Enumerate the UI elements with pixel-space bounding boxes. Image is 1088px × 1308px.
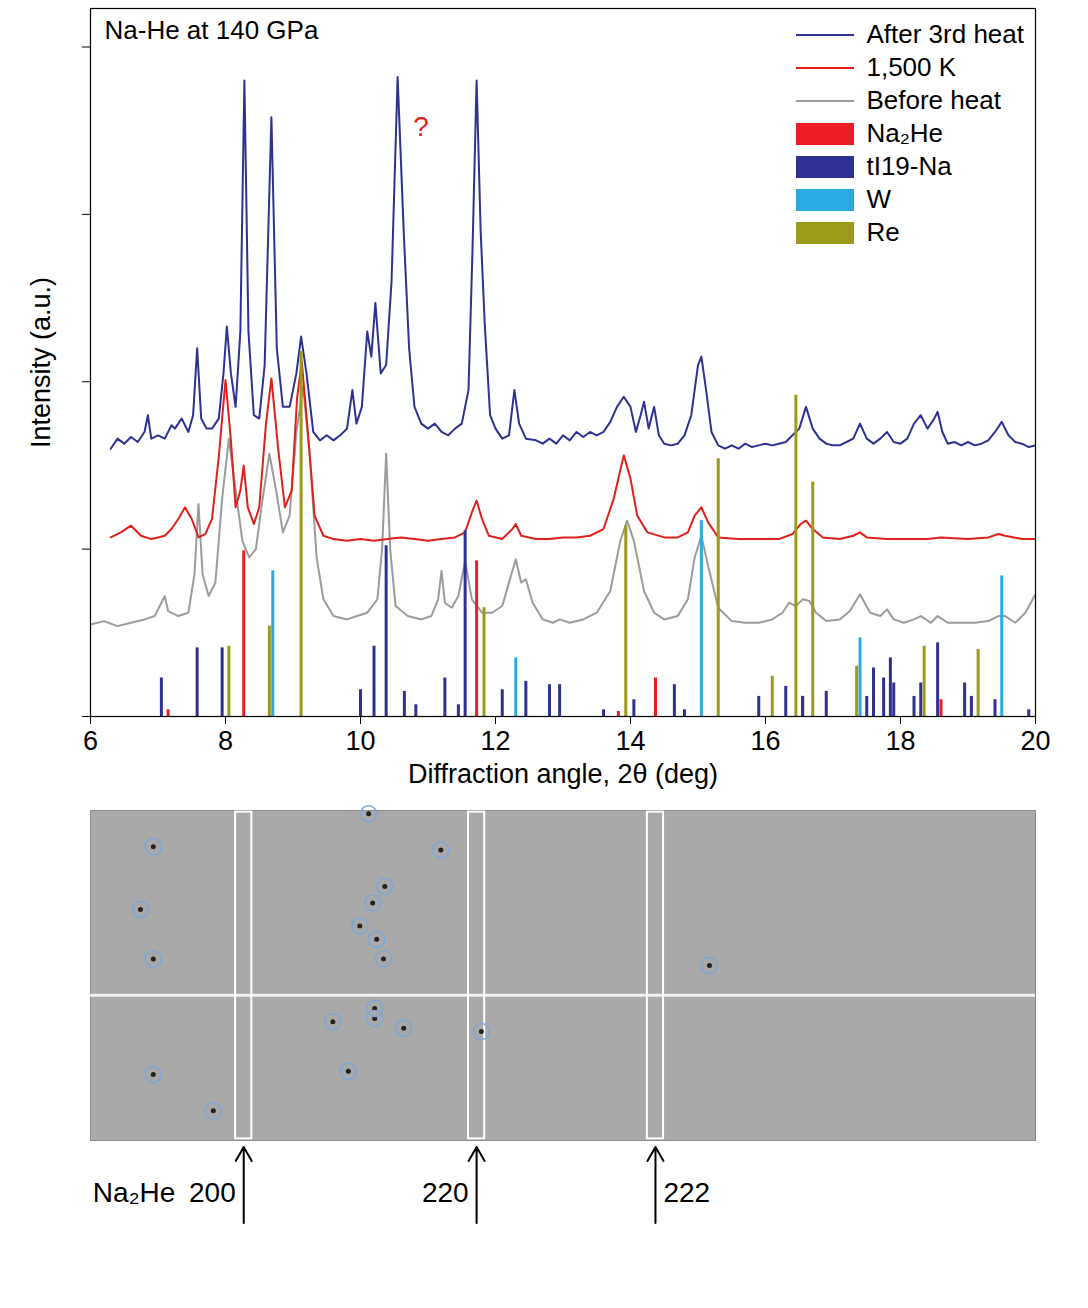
svg-text:16: 16 [750, 726, 780, 756]
svg-text:Na-He at 140 GPa: Na-He at 140 GPa [105, 15, 319, 45]
svg-text:6: 6 [83, 726, 98, 756]
svg-text:200: 200 [189, 1177, 236, 1208]
svg-text:Diffraction angle, 2θ (deg): Diffraction angle, 2θ (deg) [408, 759, 718, 789]
svg-text:14: 14 [615, 726, 645, 756]
html-text:Before heat: Before heat [866, 85, 1001, 115]
svg-text:Na₂He: Na₂He [93, 1177, 175, 1208]
svg-text:220: 220 [422, 1177, 469, 1208]
svg-text:8: 8 [218, 726, 233, 756]
svg-text:222: 222 [663, 1177, 710, 1208]
svg-text:10: 10 [345, 726, 375, 756]
html-text:Na₂He: Na₂He [866, 118, 943, 148]
svg-text:18: 18 [885, 726, 915, 756]
svg-text:Intensity (a.u.): Intensity (a.u.) [26, 277, 56, 448]
html-text:1,500 K: 1,500 K [866, 52, 957, 82]
html-text:tI19-Na: tI19-Na [866, 151, 952, 181]
html-text:After 3rd heat: After 3rd heat [866, 19, 1024, 49]
svg-text:12: 12 [480, 726, 510, 756]
svg-text:20: 20 [1020, 726, 1050, 756]
html-text:W: W [866, 184, 891, 214]
html-text:Re: Re [866, 217, 900, 247]
svg-text:?: ? [413, 111, 429, 142]
